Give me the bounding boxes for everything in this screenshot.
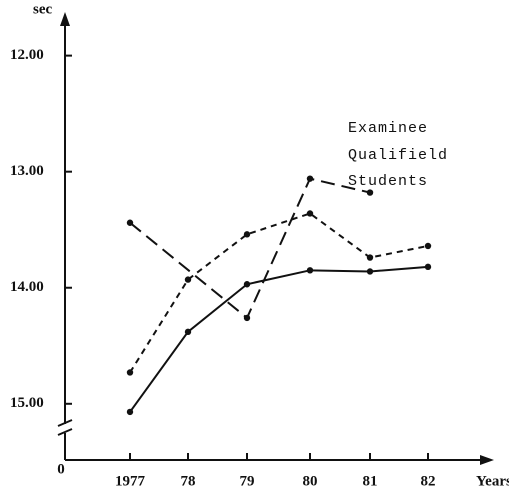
data-point: [126, 219, 134, 226]
data-point: [243, 314, 251, 322]
data-point: [366, 268, 374, 275]
y-axis-arrow: [60, 12, 70, 26]
series-line: [129, 265, 429, 413]
data-point: [366, 254, 374, 261]
x-tick-label: 79: [240, 473, 255, 489]
x-tick-label: 82: [421, 473, 436, 489]
data-point: [184, 276, 192, 283]
data-point: [424, 242, 432, 250]
axis-break-gap: [58, 424, 72, 433]
x-axis-arrow: [480, 455, 494, 465]
y-tick-label: 15.00: [10, 395, 44, 411]
data-point: [184, 328, 192, 336]
x-tick-label: 1977: [115, 473, 146, 489]
axis-break: [57, 419, 73, 436]
y-tick-label: 13.00: [10, 163, 44, 179]
series-line: [129, 177, 371, 320]
x-axis-label: Years: [476, 473, 509, 489]
y-axis-label: sec: [33, 1, 52, 17]
legend-label: Students: [348, 173, 428, 190]
legend-label: Examinee: [348, 120, 428, 137]
data-point: [243, 281, 251, 288]
data-point: [243, 231, 251, 238]
data-point: [366, 189, 374, 196]
data-point: [306, 267, 314, 274]
y-tick-label: 12.00: [10, 47, 44, 63]
data-point: [126, 369, 134, 376]
y-tick-label: 14.00: [10, 279, 44, 295]
data-point: [306, 210, 314, 217]
data-point: [306, 175, 314, 182]
legend-label: Qualifield: [348, 147, 448, 164]
series-line: [129, 212, 429, 373]
x-tick-label: 80: [303, 473, 318, 489]
x-tick-label: 81: [363, 473, 378, 489]
data-point: [424, 263, 432, 271]
x-tick-label: 78: [181, 473, 196, 489]
origin-label: 0: [57, 461, 65, 477]
data-point: [126, 408, 134, 416]
